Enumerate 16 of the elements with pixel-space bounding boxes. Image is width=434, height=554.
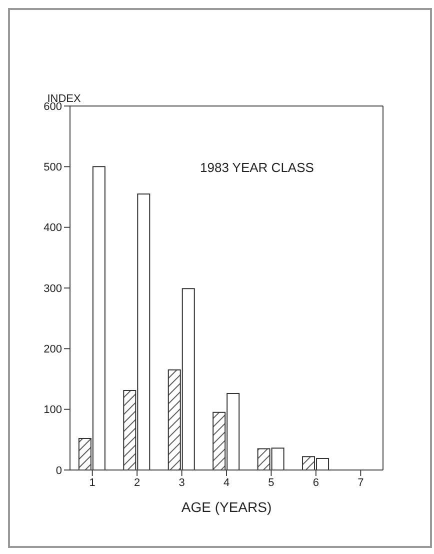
x-tick-label: 6 bbox=[312, 476, 319, 489]
y-tick-label: 600 bbox=[44, 100, 62, 113]
x-axis-title: AGE (YEARS) bbox=[181, 499, 272, 515]
annotation: 1983 YEAR CLASS bbox=[200, 160, 314, 175]
y-tick-label: 200 bbox=[44, 344, 62, 356]
x-tick-label: 5 bbox=[268, 476, 274, 489]
y-tick-label: 0 bbox=[56, 464, 62, 477]
x-tick-label: 7 bbox=[358, 476, 364, 489]
x-tick-label: 1 bbox=[89, 476, 96, 489]
y-tick-label: 300 bbox=[44, 282, 62, 295]
y-tick-label: 100 bbox=[44, 404, 62, 416]
x-tick-label: 3 bbox=[178, 476, 185, 489]
y-tick-label: 500 bbox=[44, 162, 62, 174]
x-tick-label: 2 bbox=[134, 476, 140, 489]
x-tick-label: 4 bbox=[223, 476, 230, 489]
y-tick-label: 400 bbox=[44, 222, 62, 234]
